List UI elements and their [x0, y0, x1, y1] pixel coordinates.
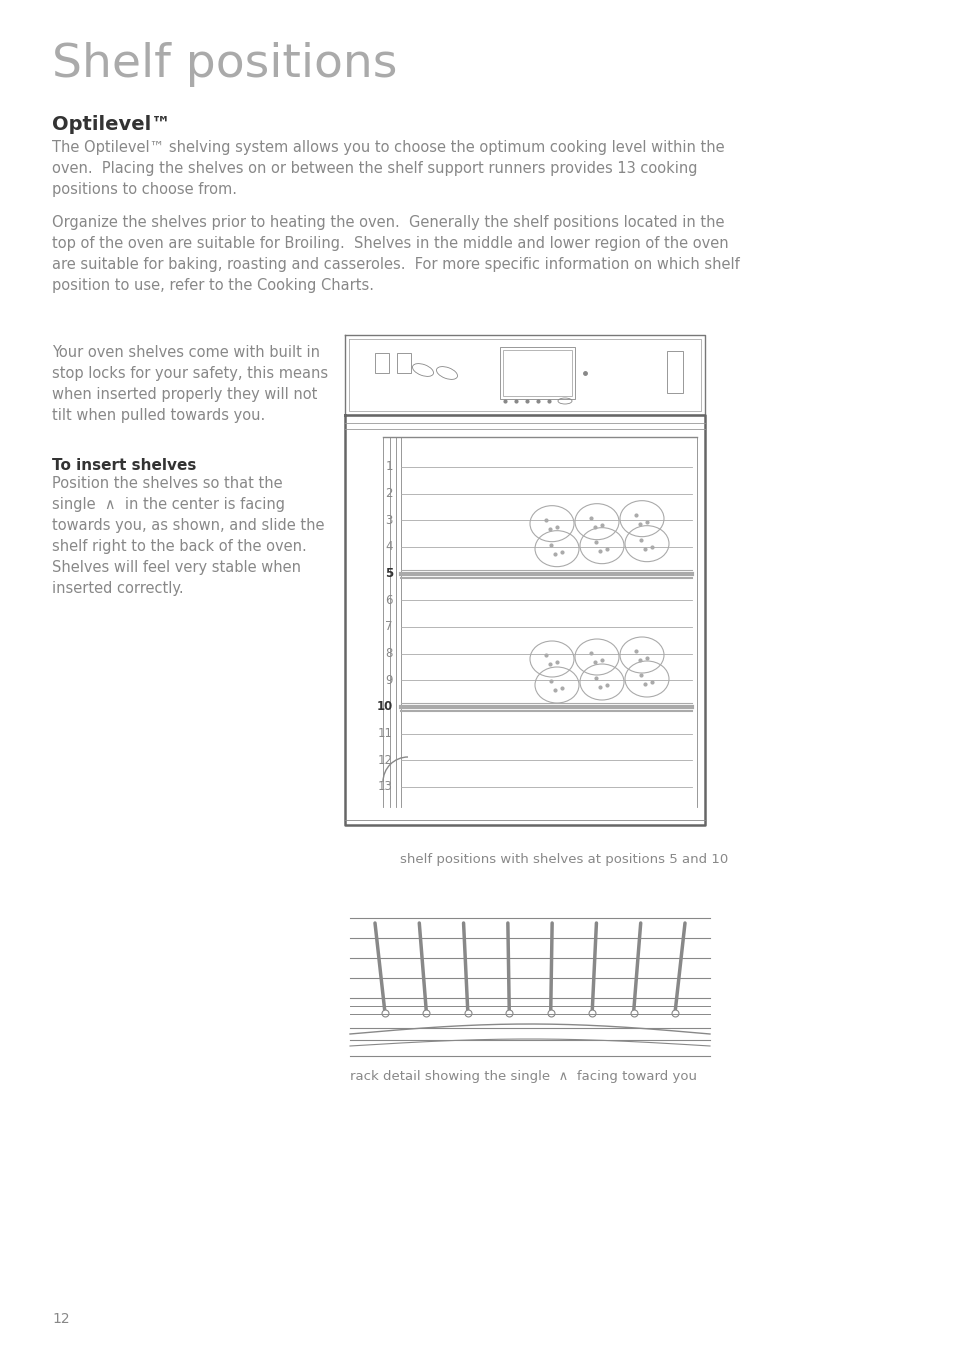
Text: 6: 6 — [385, 594, 393, 607]
Text: Shelf positions: Shelf positions — [52, 42, 397, 87]
Bar — [396, 353, 411, 372]
Text: rack detail showing the single  ∧  facing toward you: rack detail showing the single ∧ facing … — [350, 1070, 697, 1083]
Text: 10: 10 — [376, 700, 393, 714]
Text: shelf positions with shelves at positions 5 and 10: shelf positions with shelves at position… — [399, 853, 727, 867]
Text: 8: 8 — [385, 647, 393, 661]
Text: 3: 3 — [385, 513, 393, 527]
Text: 4: 4 — [385, 540, 393, 554]
Text: 7: 7 — [385, 620, 393, 634]
Text: 12: 12 — [377, 754, 393, 766]
Bar — [499, 347, 575, 399]
Bar — [375, 353, 389, 372]
Text: To insert shelves: To insert shelves — [52, 458, 196, 473]
Text: Optilevel™: Optilevel™ — [52, 115, 171, 134]
Bar — [666, 351, 682, 393]
Text: 2: 2 — [385, 487, 393, 500]
Text: Organize the shelves prior to heating the oven.  Generally the shelf positions l: Organize the shelves prior to heating th… — [52, 215, 739, 292]
Text: Your oven shelves come with built in
stop locks for your safety, this means
when: Your oven shelves come with built in sto… — [52, 345, 328, 422]
Text: 13: 13 — [377, 780, 393, 793]
Text: 5: 5 — [384, 567, 393, 580]
Text: Position the shelves so that the
single  ∧  in the center is facing
towards you,: Position the shelves so that the single … — [52, 477, 324, 596]
Text: The Optilevel™ shelving system allows you to choose the optimum cooking level wi: The Optilevel™ shelving system allows yo… — [52, 139, 724, 196]
Text: 9: 9 — [385, 674, 393, 686]
Text: 1: 1 — [385, 460, 393, 474]
Bar — [502, 349, 572, 395]
Text: 12: 12 — [52, 1312, 70, 1326]
Text: 11: 11 — [377, 727, 393, 741]
